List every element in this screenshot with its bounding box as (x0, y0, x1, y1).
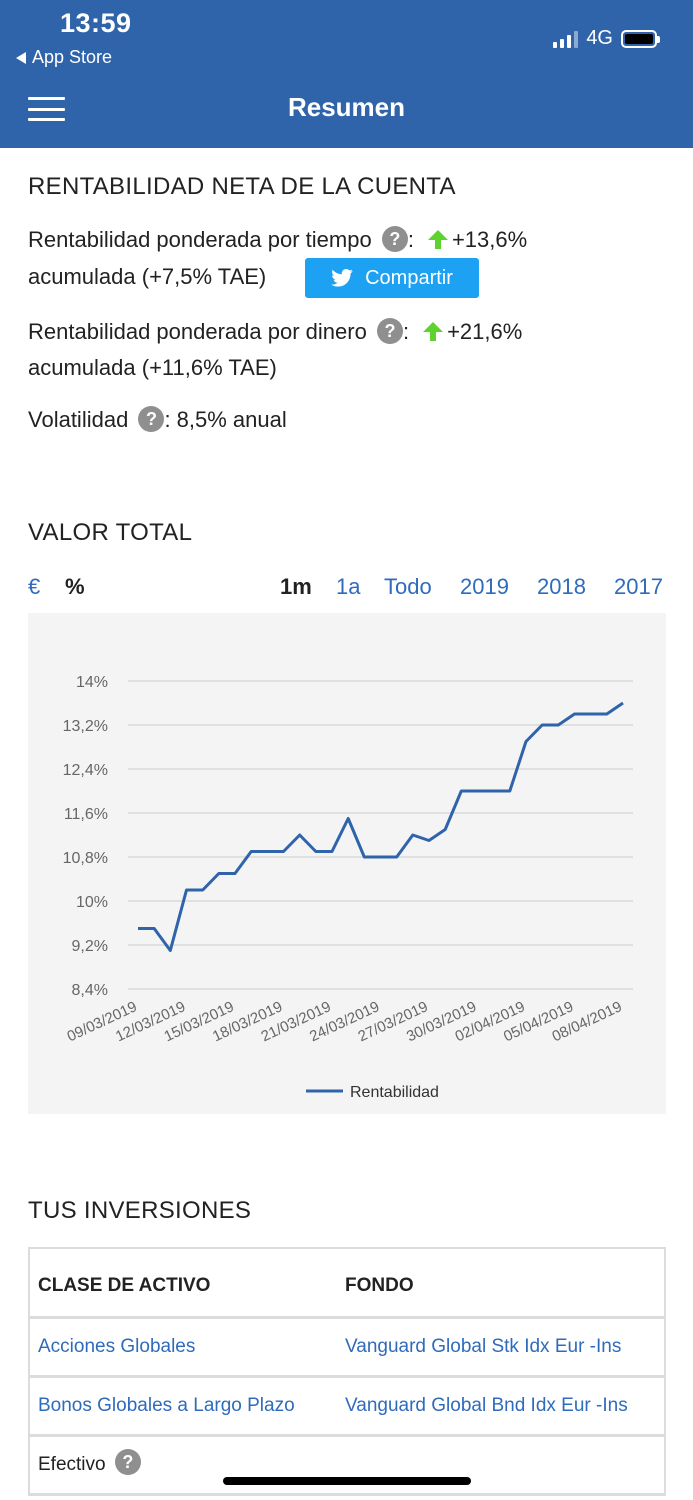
legend-label: Rentabilidad (350, 1084, 439, 1101)
y-tick-label: 10% (76, 894, 108, 911)
back-arrow-icon (16, 51, 26, 64)
series-line-rentabilidad (138, 701, 624, 952)
volatilidad-line: Volatilidad ?: 8,5% anual (28, 401, 287, 438)
fondo-link[interactable]: Vanguard Global Stk Idx Eur -Ins (345, 1336, 622, 1357)
clase-link[interactable]: Acciones Globales (38, 1336, 196, 1357)
unit-euro-button[interactable]: € (28, 574, 41, 599)
y-tick-label: 11,6% (64, 806, 108, 823)
line-chart: 14%13,2%12,4%11,6%10,8%10%9,2%8,4%09/03/… (63, 674, 633, 1101)
signal-icon (553, 30, 579, 48)
header-clase: CLASE DE ACTIVO (38, 1275, 211, 1296)
volatilidad-label: Volatilidad (28, 407, 129, 432)
volatilidad-value: : 8,5% anual (164, 407, 287, 432)
inversiones-table: CLASE DE ACTIVO FONDO Acciones Globales … (28, 1247, 666, 1496)
status-indicators: 4G (553, 27, 660, 50)
y-tick-label: 10,8% (63, 850, 108, 867)
fondo-link[interactable]: Vanguard Global Bnd Idx Eur -Ins (345, 1395, 628, 1416)
table-row: Bonos Globales a Largo Plazo Vanguard Gl… (30, 1378, 664, 1437)
app-header: 13:59 App Store 4G Resumen (0, 0, 693, 148)
menu-icon[interactable] (28, 97, 65, 121)
back-to-app-store[interactable]: App Store (16, 47, 112, 68)
y-tick-label: 14% (76, 674, 108, 691)
rentabilidad-tiempo-sub: acumulada (+7,5% TAE) (28, 264, 267, 289)
y-tick-label: 8,4% (72, 982, 108, 999)
y-tick-label: 13,2% (63, 718, 108, 735)
clase-label: Efectivo ? (38, 1437, 141, 1493)
period-todo-button[interactable]: Todo (384, 574, 432, 599)
unit-percent-button[interactable]: % (65, 574, 85, 599)
arrow-up-icon (427, 230, 448, 249)
arrow-up-icon (423, 322, 444, 341)
network-type: 4G (586, 27, 613, 49)
y-tick-label: 9,2% (72, 938, 108, 955)
rentabilidad-tiempo-line: Rentabilidad ponderada por tiempo ?: +13,… (28, 226, 528, 252)
rentabilidad-dinero-sub: acumulada (+11,6% TAE) (28, 355, 277, 380)
battery-icon (621, 29, 660, 48)
help-icon[interactable]: ? (114, 1449, 141, 1475)
valor-total-title: VALOR TOTAL (28, 519, 193, 546)
share-label: Compartir (365, 266, 453, 289)
home-indicator[interactable] (223, 1477, 471, 1485)
clase-link[interactable]: Bonos Globales a Largo Plazo (38, 1395, 295, 1416)
back-label: App Store (32, 47, 113, 67)
rentabilidad-dinero-value: +21,6% (447, 319, 523, 344)
period-2018-button[interactable]: 2018 (537, 574, 586, 599)
rentabilidad-dinero-line: Rentabilidad ponderada por dinero ?: +21,… (28, 318, 523, 344)
share-twitter-button[interactable]: Compartir (305, 258, 479, 298)
inversiones-title: TUS INVERSIONES (28, 1197, 252, 1224)
chart-filters: € % 1m 1a Todo 2019 2018 2017 (0, 574, 693, 602)
y-tick-label: 12,4% (63, 762, 108, 779)
table-header-row: CLASE DE ACTIVO FONDO (30, 1249, 664, 1319)
period-1m-button[interactable]: 1m (280, 574, 312, 599)
rentabilidad-tiempo-value: +13,6% (451, 227, 528, 252)
valor-total-chart: 14% 13,2% 12,4% 11,6% 10,8% 10% 9,2% 8,4% 09/03/… (28, 613, 666, 1114)
rentabilidad-title: RENTABILIDAD NETA DE LA CUENTA (28, 173, 456, 200)
help-icon[interactable]: ? (376, 318, 403, 344)
table-row: Efectivo ? (30, 1437, 664, 1496)
page-title: Resumen (287, 92, 406, 122)
period-1a-button[interactable]: 1a (336, 574, 361, 599)
table-row: Acciones Globales Vanguard Global Stk Id… (30, 1319, 664, 1378)
period-2019-button[interactable]: 2019 (460, 574, 509, 599)
rentabilidad-dinero-label: Rentabilidad ponderada por dinero (28, 319, 367, 344)
rentabilidad-tiempo-label: Rentabilidad ponderada por tiempo (28, 227, 372, 252)
help-icon[interactable]: ? (381, 226, 408, 252)
twitter-icon (331, 269, 353, 287)
help-icon[interactable]: ? (138, 406, 165, 432)
status-time: 13:59 (60, 8, 132, 38)
header-fondo: FONDO (345, 1275, 414, 1296)
period-2017-button[interactable]: 2017 (614, 574, 663, 599)
